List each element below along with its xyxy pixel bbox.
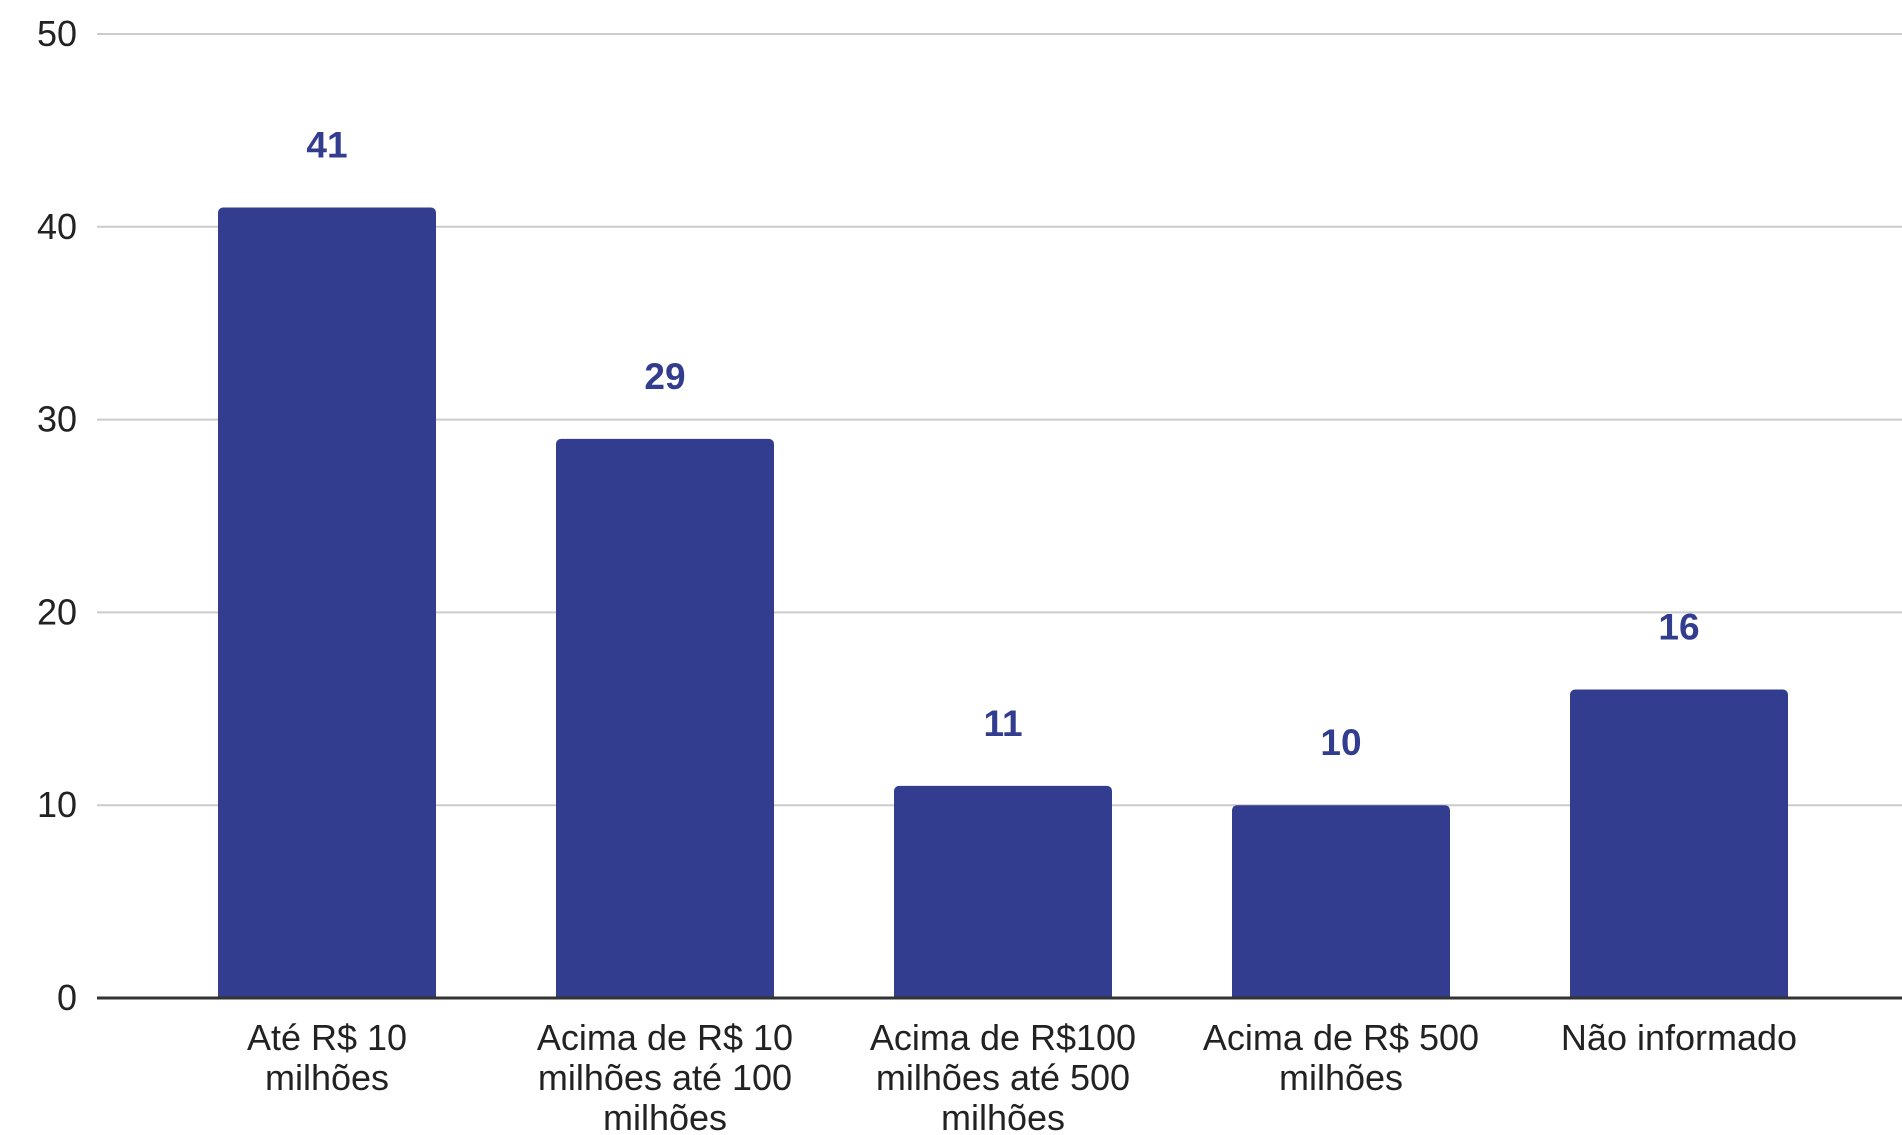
y-axis-ticks: 0 10 20 30 40 50 (37, 13, 77, 1018)
data-label: 41 (306, 125, 347, 166)
bar (556, 438, 774, 998)
bar (218, 207, 436, 998)
bar (894, 785, 1112, 998)
bars (218, 207, 1788, 998)
bar-base (894, 988, 1112, 998)
bar-base (218, 988, 436, 998)
x-axis-labels: Até R$ 10 milhões Acima de R$ 10 milhões at… (247, 1017, 1797, 1135)
bar (1232, 805, 1450, 998)
bar (1570, 689, 1788, 998)
bar-base (1570, 988, 1788, 998)
data-labels: 41 29 11 10 16 (306, 125, 1699, 764)
x-category-label: Acima de R$ 10 milhões até 100 milhões (537, 1017, 793, 1135)
bar-base (556, 988, 774, 998)
x-category-label: Acima de R$ 500 milhões (1203, 1017, 1479, 1098)
x-category-label: Acima de R$100 milhões até 500 milhões (870, 1017, 1136, 1135)
data-label: 29 (644, 356, 685, 397)
x-category-label: Não informado (1561, 1017, 1797, 1058)
bar-base (1232, 988, 1450, 998)
y-tick-label: 0 (57, 977, 77, 1018)
y-tick-label: 30 (37, 399, 77, 440)
data-label: 11 (983, 703, 1022, 744)
y-tick-label: 40 (37, 206, 77, 247)
y-tick-label: 20 (37, 591, 77, 632)
y-tick-label: 50 (37, 13, 77, 54)
x-category-label: Até R$ 10 milhões (247, 1017, 407, 1098)
y-tick-label: 10 (37, 784, 77, 825)
data-label: 10 (1320, 722, 1361, 763)
data-label: 16 (1658, 607, 1699, 648)
